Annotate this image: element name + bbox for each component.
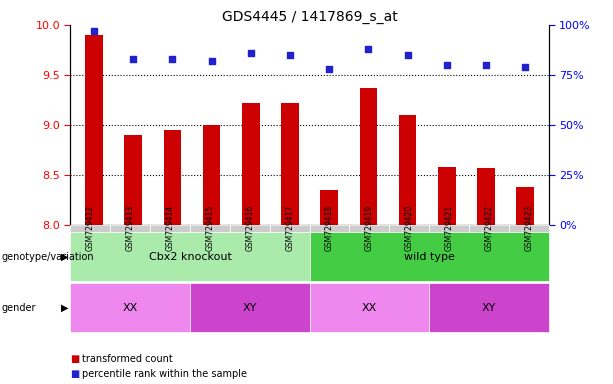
Text: GSM729422: GSM729422 [484,205,493,252]
Point [167,56,177,62]
Text: percentile rank within the sample: percentile rank within the sample [82,369,246,379]
Bar [477,168,495,225]
Point [442,62,452,68]
Point [520,64,530,70]
Text: GSM729415: GSM729415 [205,205,215,252]
Text: GSM729416: GSM729416 [245,205,254,252]
Point [364,46,373,52]
Text: GSM729414: GSM729414 [166,205,175,252]
Text: GSM729421: GSM729421 [444,205,454,252]
Text: GSM729419: GSM729419 [365,205,374,252]
Text: XY: XY [482,303,496,313]
Bar [438,167,455,225]
Point [246,50,256,56]
Bar [360,88,377,225]
Bar [85,35,103,225]
Text: GSM729423: GSM729423 [524,205,533,252]
Text: XY: XY [243,303,257,313]
Text: GSM729417: GSM729417 [285,205,294,252]
Title: GDS4445 / 1417869_s_at: GDS4445 / 1417869_s_at [222,10,397,24]
Text: genotype/variation: genotype/variation [1,252,94,262]
Text: GSM729412: GSM729412 [86,205,95,252]
Text: wild type: wild type [404,252,454,262]
Text: GSM729418: GSM729418 [325,205,334,252]
Bar [398,115,416,225]
Text: ▶: ▶ [61,252,68,262]
Text: GSM729413: GSM729413 [126,205,135,252]
Text: XX: XX [362,303,377,313]
Point [285,52,295,58]
Point [324,66,334,72]
Text: ▶: ▶ [61,303,68,313]
Point [128,56,138,62]
Point [481,62,491,68]
Text: ■: ■ [70,354,80,364]
Text: XX: XX [123,303,138,313]
Bar [164,130,181,225]
Bar [281,103,299,225]
Point [207,58,216,64]
Text: Cbx2 knockout: Cbx2 knockout [148,252,232,262]
Point [403,52,413,58]
Text: GSM729420: GSM729420 [405,205,414,252]
Bar [516,187,534,225]
Point [89,28,99,34]
Text: gender: gender [1,303,36,313]
Text: ■: ■ [70,369,80,379]
Bar [124,135,142,225]
Text: transformed count: transformed count [82,354,172,364]
Bar [242,103,259,225]
Bar [321,190,338,225]
Bar [203,125,221,225]
